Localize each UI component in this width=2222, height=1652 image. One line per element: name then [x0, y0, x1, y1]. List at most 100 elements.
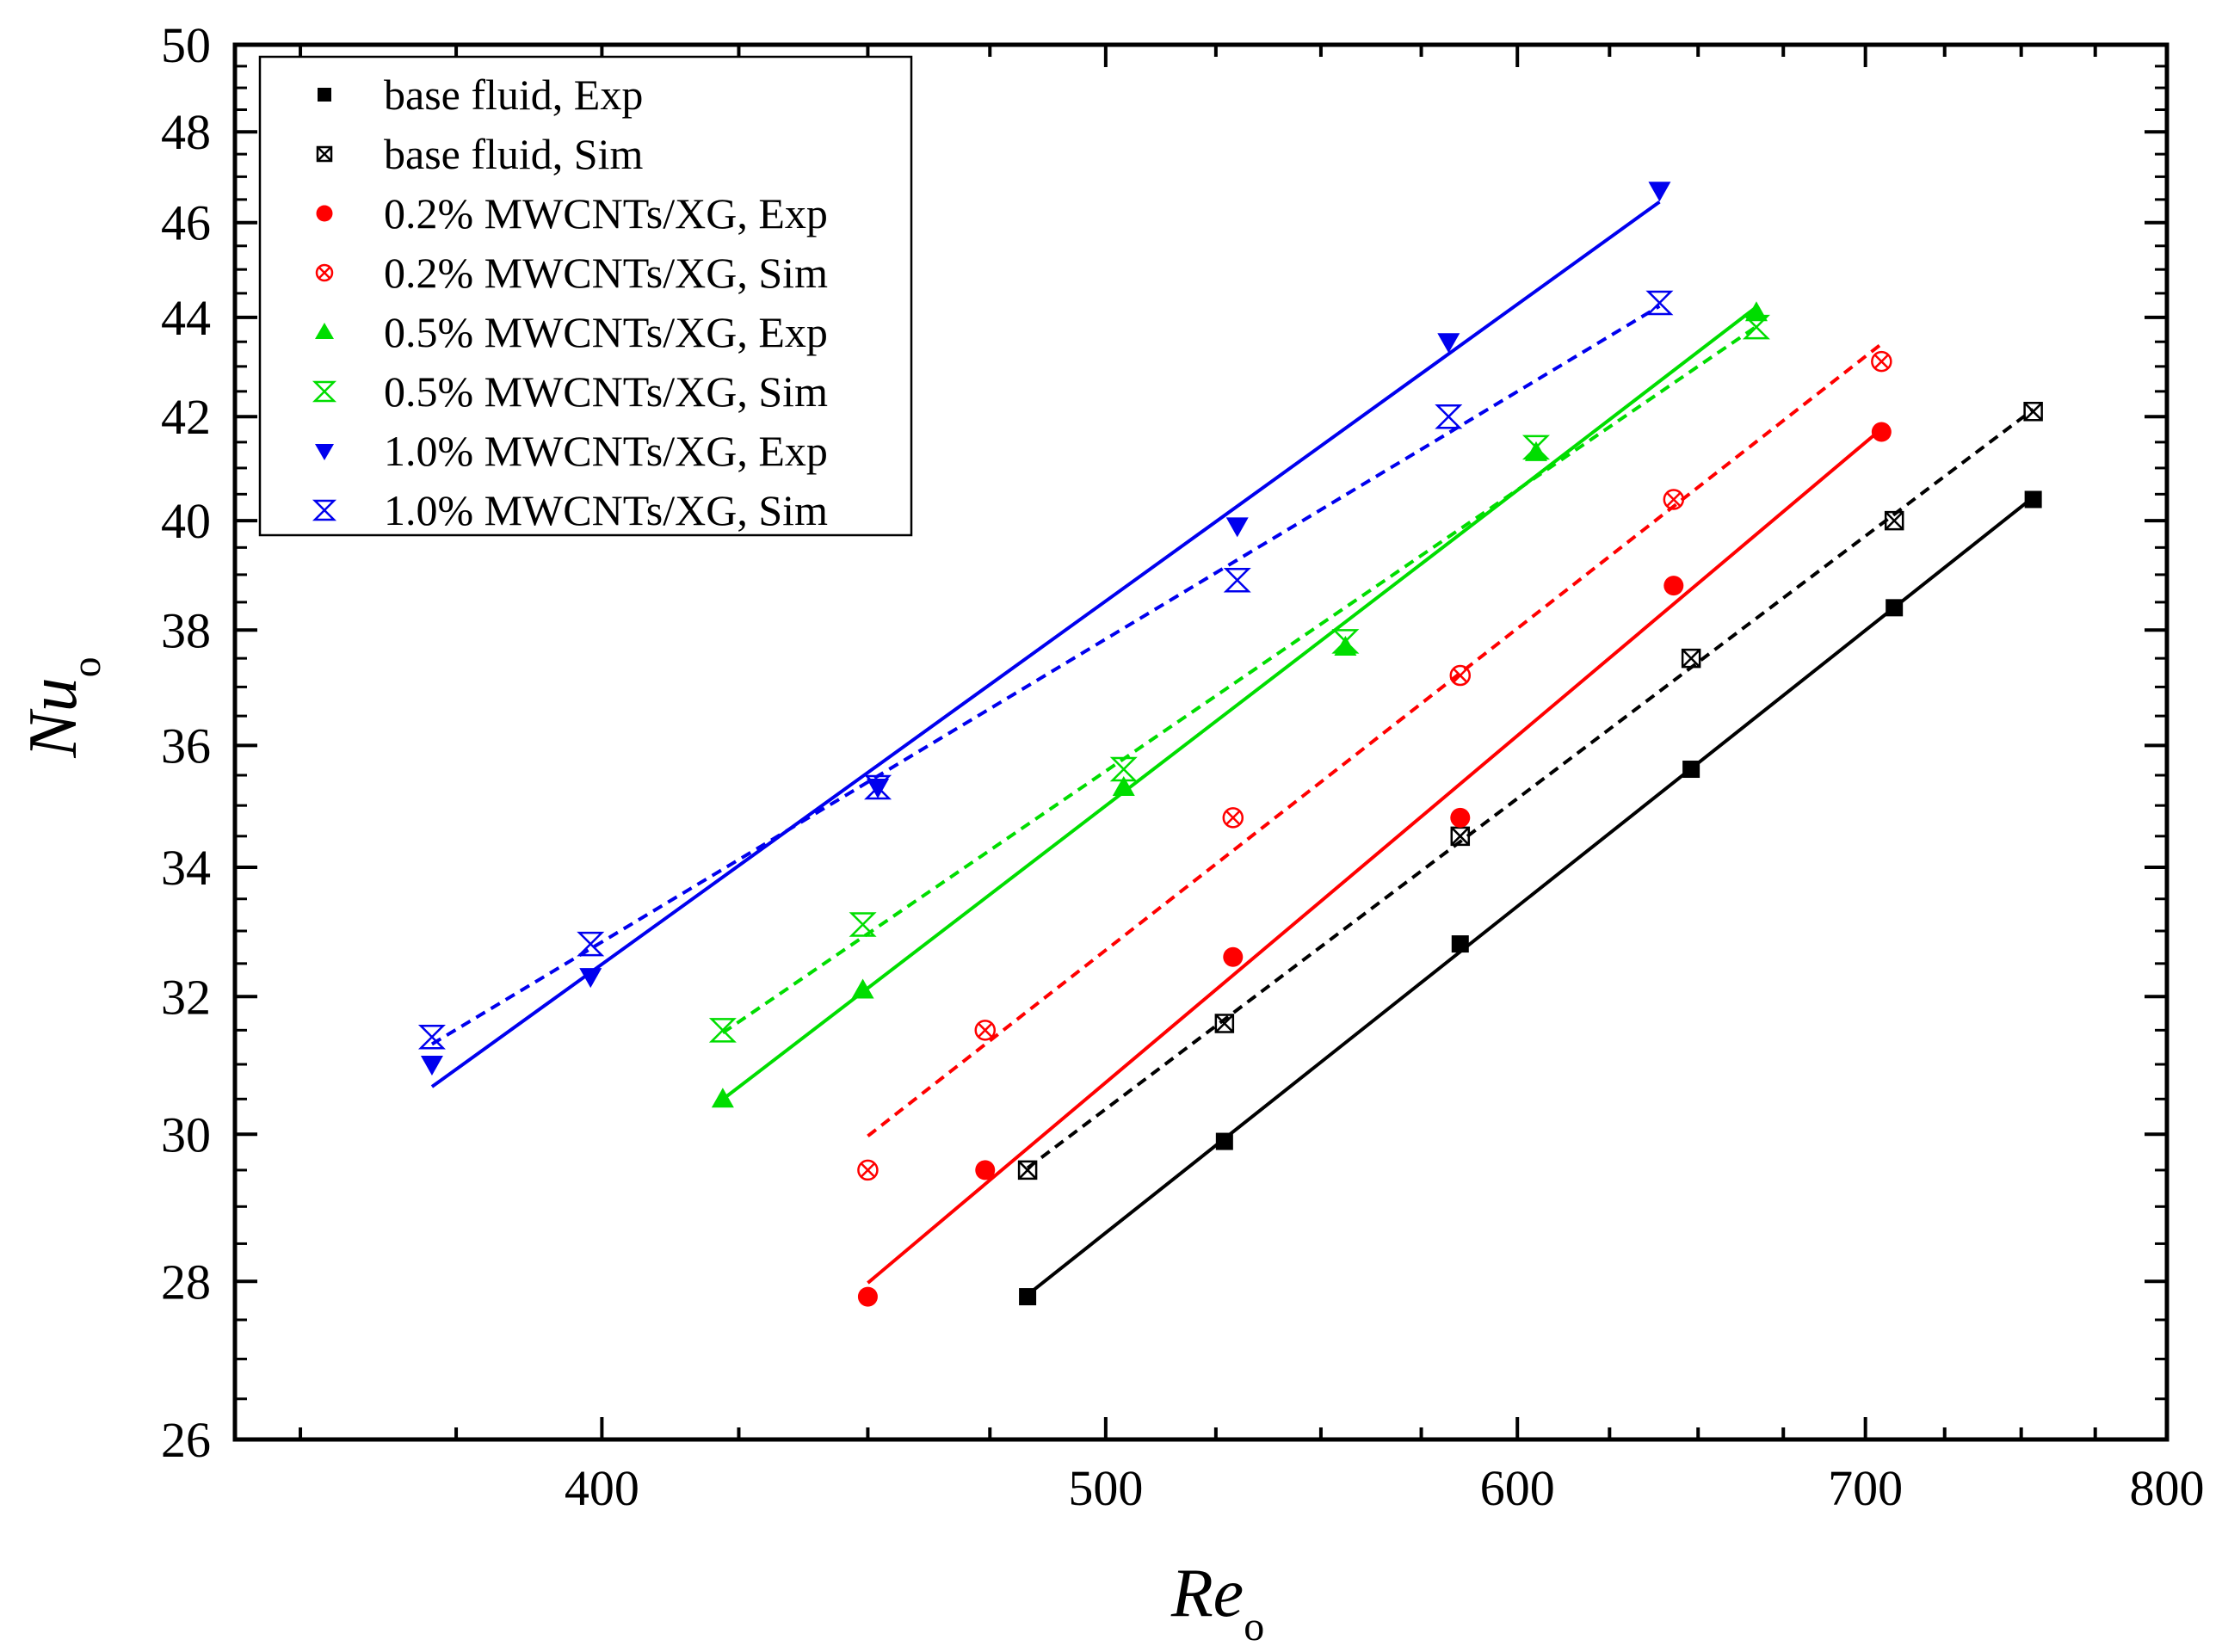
legend-marker-3 [316, 205, 333, 222]
y-tick-label: 42 [161, 389, 211, 445]
fit-line-1 [1026, 496, 2034, 1297]
legend-marker-7 [315, 444, 334, 460]
data-point-series-8 [577, 931, 605, 957]
data-point-series-5 [1112, 775, 1135, 796]
data-point-series-7 [1437, 333, 1460, 354]
data-point-series-4 [1222, 807, 1244, 829]
data-point-series-6 [849, 912, 877, 937]
y-tick-label: 30 [161, 1106, 211, 1162]
data-point-series-5 [1334, 635, 1357, 656]
fit-line-7 [430, 200, 1661, 1088]
data-point-series-2 [1214, 1014, 1235, 1033]
data-point-series-1 [1215, 1132, 1233, 1150]
fit-line-8 [430, 305, 1661, 1046]
data-point-series-1 [1451, 935, 1469, 953]
legend-label-2: base fluid, Sim [384, 130, 643, 178]
fit-line-5 [721, 305, 1758, 1101]
y-tick-label: 46 [161, 195, 211, 251]
fit-line-6 [721, 324, 1758, 1035]
data-point-series-6 [1521, 435, 1551, 460]
legend-label-4: 0.2% MWCNTs/XG, Sim [384, 249, 828, 297]
data-point-series-8 [864, 774, 892, 800]
data-point-series-4 [974, 1020, 997, 1041]
y-tick-label: 48 [161, 104, 211, 160]
legend-label-8: 1.0% MWCNTs/XG, Sim [384, 486, 828, 534]
y-axis-title-main: Nu [15, 677, 91, 758]
legend-box [258, 55, 913, 537]
fit-line-2 [1026, 408, 2034, 1170]
data-point-series-2 [2023, 402, 2043, 422]
y-tick-label: 44 [161, 290, 211, 346]
x-axis-title: Reo [1170, 1556, 1264, 1649]
data-point-series-2 [1017, 1160, 1038, 1180]
plot-frame [232, 42, 2170, 1442]
data-point-series-6 [1109, 756, 1138, 782]
legend-label-5: 0.5% MWCNTs/XG, Exp [384, 308, 828, 356]
x-tick-label: 600 [1480, 1460, 1555, 1516]
y-axis-title: Nuo [15, 656, 109, 758]
data-point-series-7 [1225, 517, 1249, 538]
y-tick-label: 26 [161, 1412, 211, 1468]
y-axis-title-sub: o [64, 656, 109, 677]
x-tick-label: 400 [565, 1460, 639, 1516]
data-point-series-5 [851, 978, 874, 999]
x-tick-label: 700 [1828, 1460, 1903, 1516]
data-point-series-2 [1450, 826, 1471, 847]
data-point-series-8 [1435, 404, 1463, 429]
data-point-series-3 [857, 1286, 878, 1307]
data-point-series-1 [1682, 761, 1700, 779]
y-tick-label: 40 [161, 493, 211, 549]
data-point-series-3 [1871, 422, 1892, 442]
data-point-series-8 [417, 1024, 446, 1050]
data-point-series-1 [2024, 490, 2042, 509]
data-point-series-7 [1648, 182, 1671, 202]
data-point-series-3 [975, 1160, 996, 1180]
data-point-series-3 [1450, 807, 1471, 828]
data-point-series-4 [857, 1159, 879, 1181]
y-tick-label: 50 [161, 17, 211, 73]
legend-label-3: 0.2% MWCNTs/XG, Exp [384, 189, 828, 237]
legend-marker-2 [316, 145, 333, 163]
y-tick-label: 36 [161, 718, 211, 774]
y-tick-label: 32 [161, 969, 211, 1025]
data-point-series-4 [1663, 489, 1685, 510]
x-axis-title-main: Re [1170, 1556, 1244, 1631]
legend-marker-6 [312, 380, 337, 403]
legend-label-1: base fluid, Exp [384, 71, 643, 119]
data-point-series-6 [1331, 629, 1360, 654]
legend-label-6: 0.5% MWCNTs/XG, Sim [384, 367, 828, 416]
data-point-series-2 [1884, 510, 1904, 531]
data-point-series-6 [1742, 314, 1770, 340]
legend-label-7: 1.0% MWCNTs/XG, Exp [384, 427, 828, 475]
y-tick-label: 28 [161, 1254, 211, 1310]
data-point-series-3 [1223, 946, 1244, 967]
data-point-series-8 [1223, 568, 1251, 593]
data-point-series-7 [579, 968, 602, 989]
data-point-series-4 [1449, 664, 1472, 687]
fit-line-4 [867, 342, 1883, 1137]
data-point-series-7 [420, 1055, 443, 1076]
data-point-series-5 [711, 1088, 734, 1108]
fit-line-3 [867, 427, 1883, 1285]
x-tick-label: 800 [2130, 1460, 2205, 1516]
data-point-series-2 [1681, 648, 1701, 669]
x-tick-label: 500 [1068, 1460, 1143, 1516]
legend-marker-8 [312, 499, 337, 521]
legend: base fluid, Exp base fluid, Sim 0.2% MWCNT… [258, 55, 913, 537]
data-point-series-5 [1524, 441, 1547, 461]
data-point-series-1 [1886, 599, 1904, 617]
data-markers [417, 182, 2043, 1307]
legend-marker-5 [315, 323, 334, 339]
data-point-series-8 [1645, 290, 1674, 316]
data-point-series-4 [1871, 350, 1892, 373]
data-point-series-6 [708, 1018, 737, 1043]
legend-marker-1 [318, 88, 331, 102]
fit-lines [430, 200, 2034, 1297]
data-point-series-3 [1663, 576, 1684, 596]
legend-marker-4 [315, 263, 334, 282]
data-point-series-1 [1019, 1288, 1037, 1306]
y-tick-label: 34 [161, 840, 211, 896]
x-axis-title-sub: o [1244, 1604, 1264, 1649]
y-tick-label: 38 [161, 602, 211, 658]
